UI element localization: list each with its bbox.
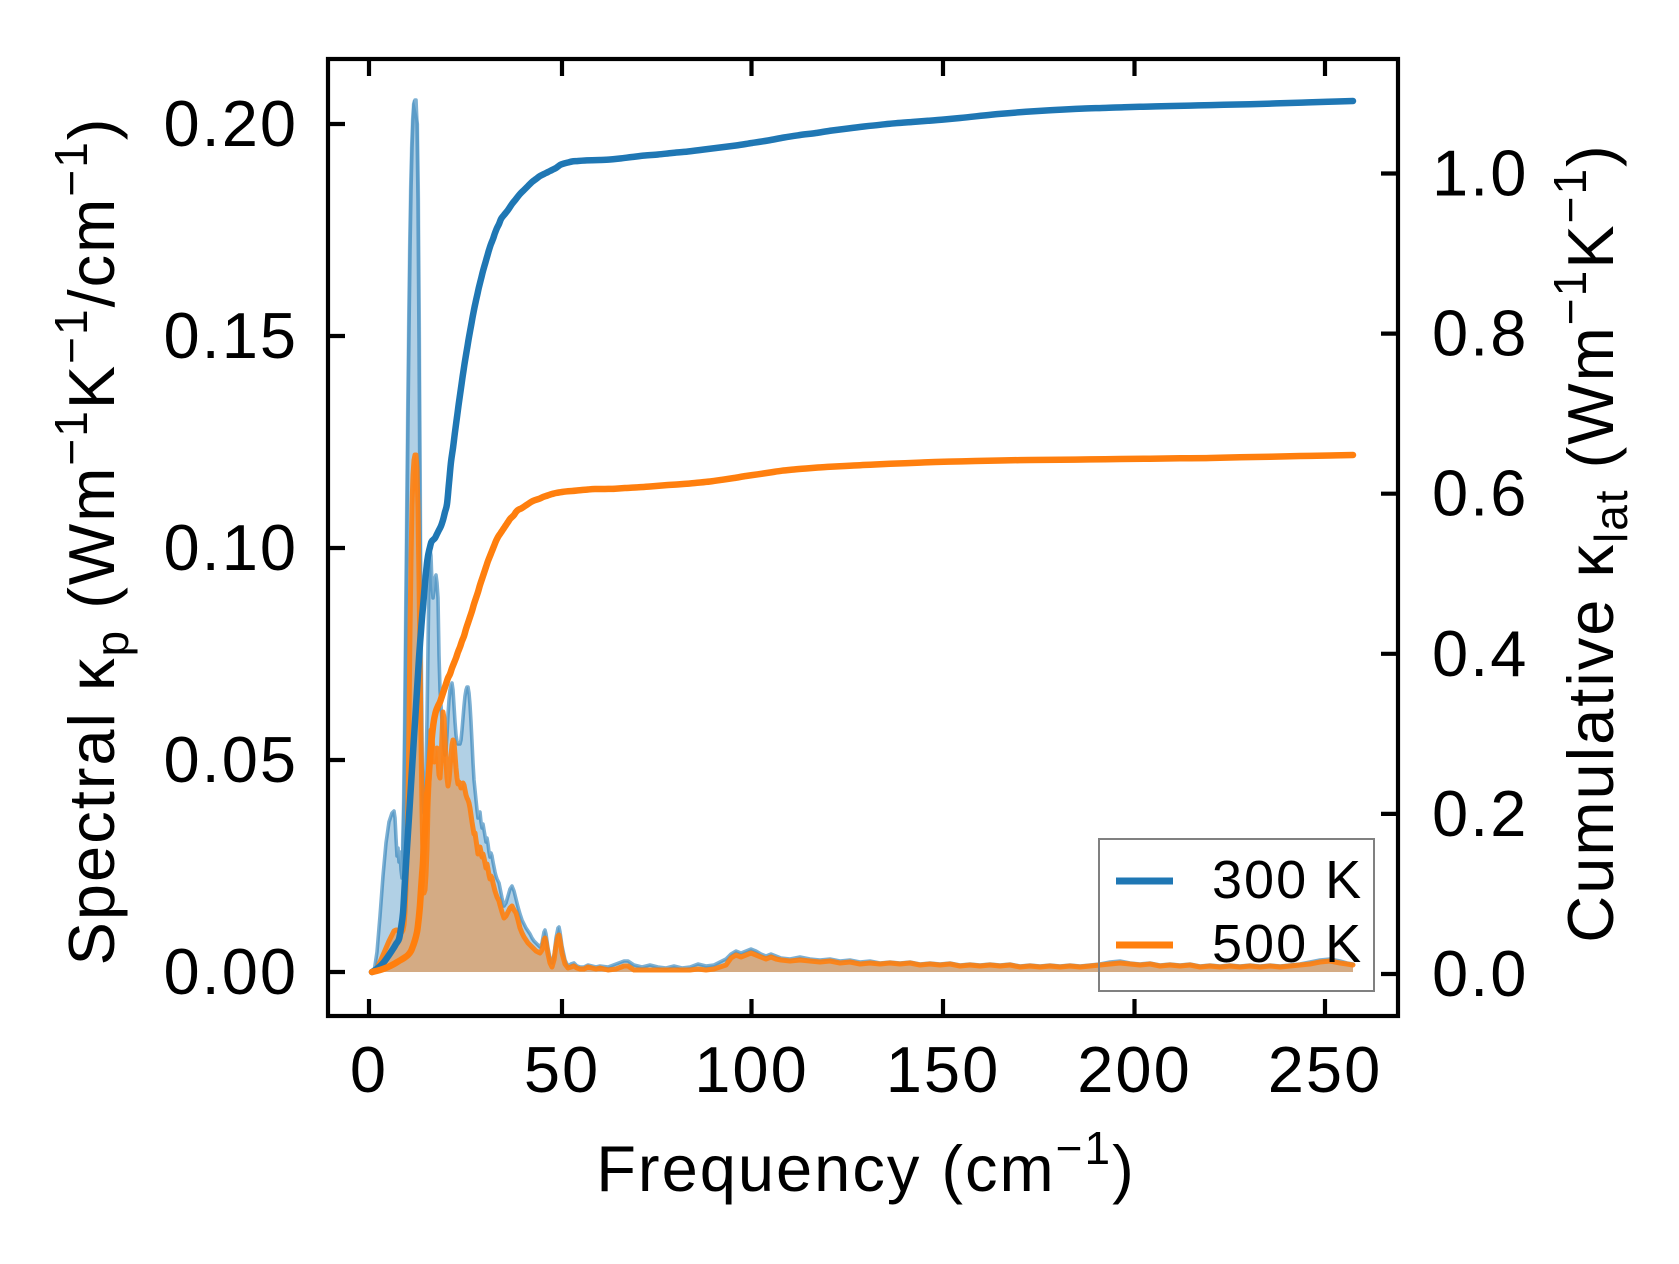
svg-text:0.4: 0.4 [1432, 617, 1528, 690]
svg-text:0.05: 0.05 [163, 723, 298, 796]
svg-text:0.00: 0.00 [163, 935, 298, 1008]
svg-text:Frequency (cm−1): Frequency (cm−1) [596, 1122, 1136, 1205]
svg-text:150: 150 [886, 1033, 1000, 1106]
svg-text:200: 200 [1077, 1033, 1191, 1106]
svg-text:0.20: 0.20 [163, 87, 298, 160]
svg-text:0: 0 [350, 1033, 388, 1106]
svg-text:100: 100 [694, 1033, 808, 1106]
svg-text:50: 50 [524, 1033, 600, 1106]
svg-text:0.2: 0.2 [1432, 777, 1528, 850]
svg-text:250: 250 [1268, 1033, 1382, 1106]
svg-text:1.0: 1.0 [1432, 137, 1528, 210]
svg-text:Cumulative κlat (Wm−1K−1): Cumulative κlat (Wm−1K−1) [1544, 143, 1637, 942]
svg-text:Spectral κp (Wm−1K−1/cm−1): Spectral κp (Wm−1K−1/cm−1) [45, 117, 138, 966]
svg-text:0.8: 0.8 [1432, 297, 1528, 370]
svg-text:0.10: 0.10 [163, 511, 298, 584]
svg-text:0.0: 0.0 [1432, 937, 1528, 1010]
svg-text:300 K: 300 K [1212, 850, 1363, 910]
svg-text:0.15: 0.15 [163, 299, 298, 372]
svg-text:500 K: 500 K [1212, 914, 1363, 974]
svg-text:0.6: 0.6 [1432, 457, 1528, 530]
